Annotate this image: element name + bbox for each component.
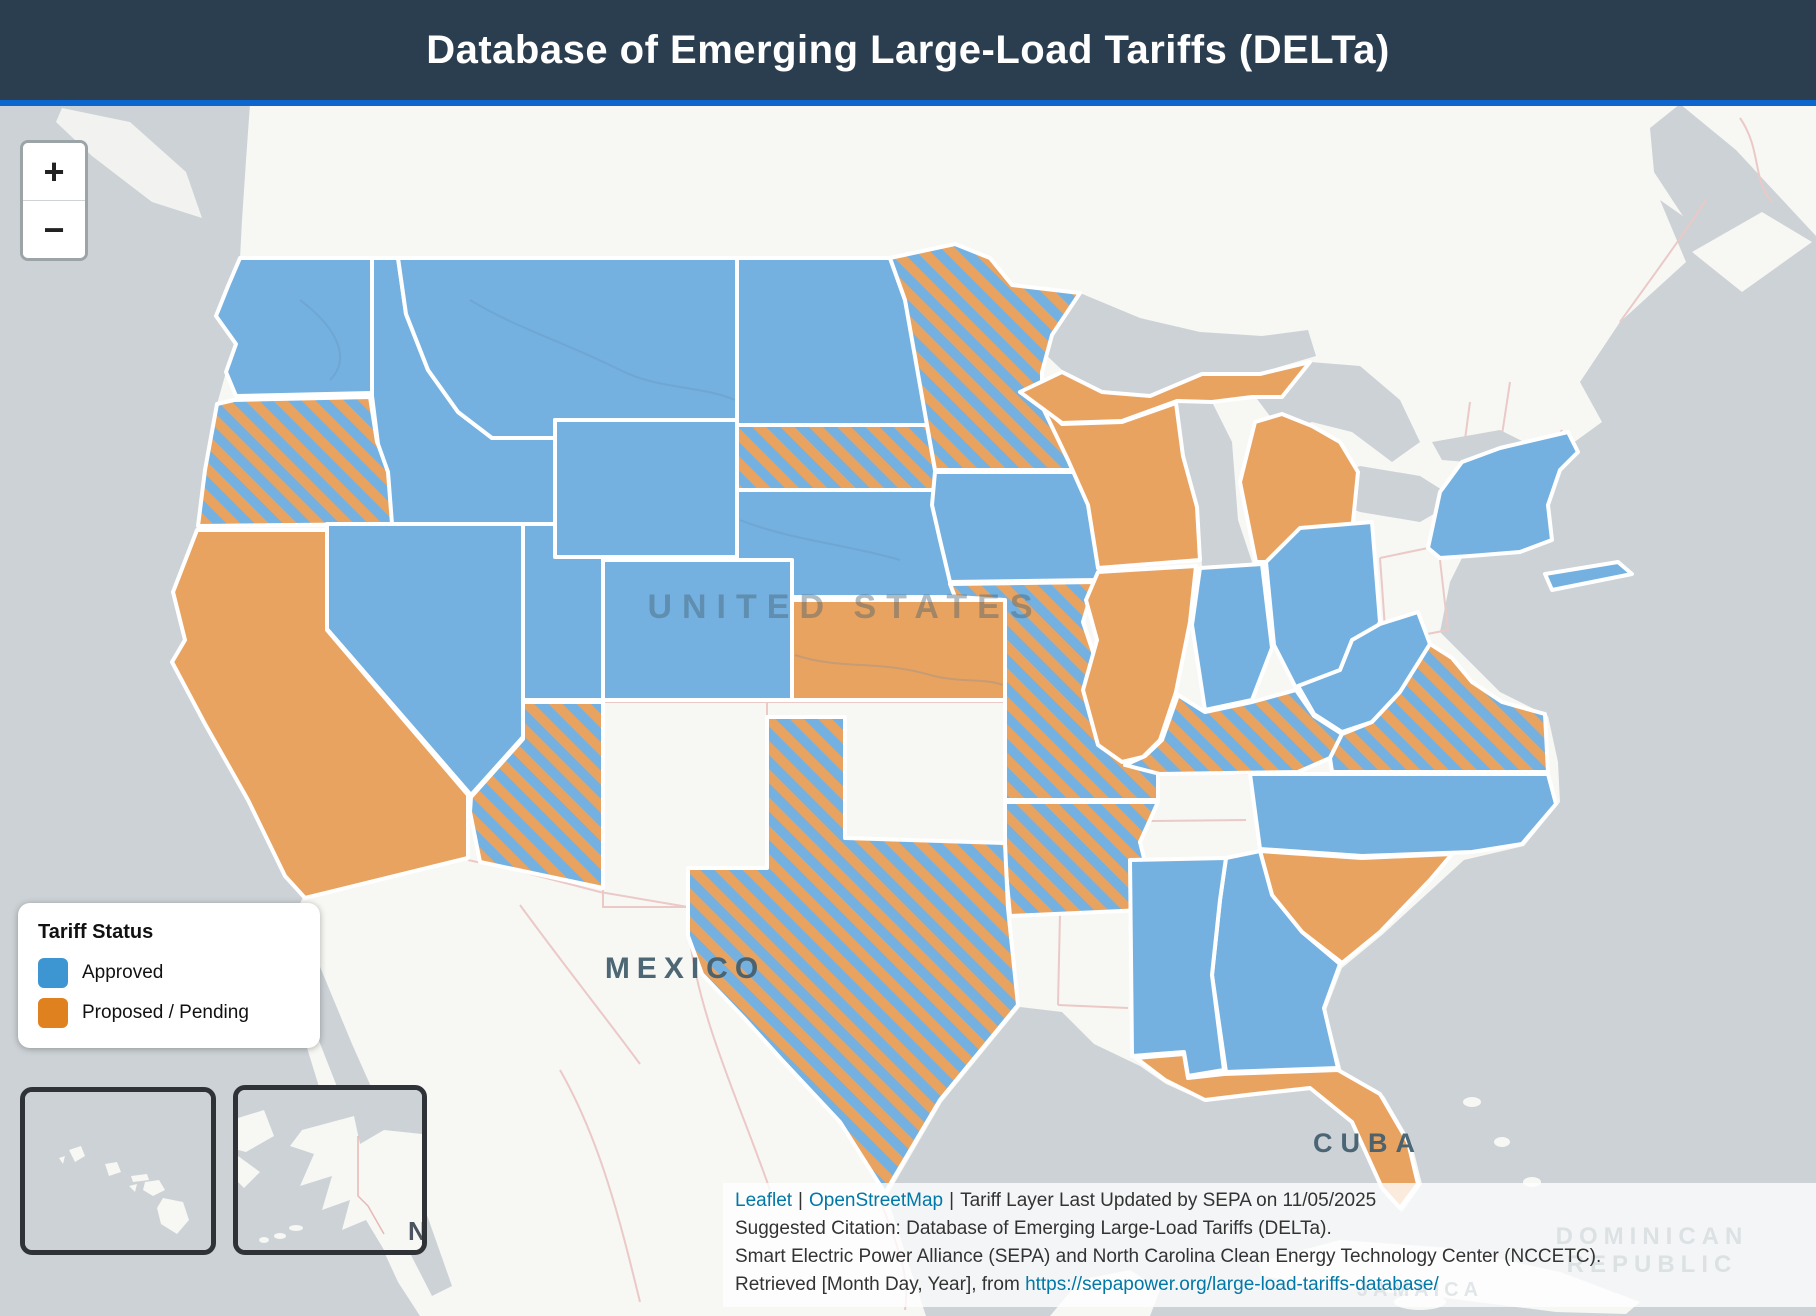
- header-accent-line: [0, 100, 1816, 106]
- state-AZ[interactable]: [468, 700, 605, 890]
- state-AL[interactable]: [1128, 856, 1228, 1078]
- atlantic-gulf-water: [887, 200, 1816, 1316]
- bahamas-island: [1494, 1137, 1510, 1147]
- citation-line-2: Smart Electric Power Alliance (SEPA) and…: [735, 1246, 1602, 1267]
- legend-item-label: Proposed / Pending: [82, 1002, 249, 1023]
- zoom-control: + −: [20, 140, 88, 261]
- state-OR[interactable]: [196, 395, 398, 528]
- alaska-border-line: [357, 1136, 385, 1235]
- vancouver-island: [56, 108, 202, 218]
- alaska-land: [238, 1110, 422, 1250]
- zoom-out-button[interactable]: −: [23, 201, 85, 258]
- great-lakes: [1012, 284, 1532, 577]
- attr-separator: |: [798, 1190, 803, 1211]
- alaska-inset-map[interactable]: N: [233, 1085, 427, 1255]
- openstreetmap-link[interactable]: OpenStreetMap: [808, 1190, 944, 1211]
- state-TX[interactable]: [686, 715, 1020, 1195]
- state-WY[interactable]: [553, 418, 739, 559]
- zoom-in-button[interactable]: +: [23, 143, 85, 200]
- citation-line-1: Suggested Citation: Database of Emerging…: [735, 1218, 1332, 1239]
- retrieved-prefix: Retrieved [Month Day, Year], from: [735, 1274, 1026, 1295]
- state-WA[interactable]: [214, 256, 374, 398]
- state-NC[interactable]: [1248, 772, 1558, 858]
- leaflet-link[interactable]: Leaflet: [735, 1190, 793, 1211]
- database-url-link[interactable]: https://sepapower.org/large-load-tariffs…: [1025, 1274, 1439, 1295]
- app-header: Database of Emerging Large-Load Tariffs …: [0, 0, 1816, 100]
- state-MI[interactable]: [1018, 360, 1312, 425]
- tariff-layer-updated-text: Tariff Layer Last Updated by SEPA on 11/…: [960, 1190, 1377, 1211]
- page-title: Database of Emerging Large-Load Tariffs …: [426, 27, 1390, 72]
- state-VA[interactable]: [1328, 642, 1550, 774]
- legend-item-proposed: Proposed / Pending: [38, 998, 300, 1028]
- mexico-label: MEXICO: [605, 952, 765, 985]
- bahamas-island: [1463, 1097, 1481, 1107]
- hawaii-islands: [59, 1146, 189, 1234]
- legend-item-approved: Approved: [38, 958, 300, 988]
- legend-title: Tariff Status: [38, 921, 154, 943]
- zoom-divider: [23, 200, 85, 201]
- proposed-swatch: [38, 998, 68, 1028]
- approved-swatch: [38, 958, 68, 988]
- state-NY[interactable]: [1426, 430, 1580, 560]
- legend-item-label: Approved: [82, 962, 164, 983]
- state-CO[interactable]: [601, 558, 794, 702]
- gulf-st-lawrence: [1650, 104, 1816, 332]
- state-NY[interactable]: [1543, 560, 1634, 592]
- attr-separator: |: [949, 1190, 955, 1211]
- attribution: Leaflet | OpenStreetMap | Tariff Layer Last …: [723, 1183, 1816, 1307]
- legend-tariff-status: Tariff Status Approved Proposed / Pendin…: [18, 903, 320, 1048]
- inset-label-fragment: N: [408, 1216, 422, 1246]
- nova-scotia: [1692, 212, 1812, 292]
- river-lines: [299, 299, 1004, 686]
- united-states-label: UNITED STATES: [647, 588, 1042, 626]
- cuba-label: CUBA: [1313, 1128, 1423, 1158]
- tariff-states-layer: [170, 242, 1634, 1210]
- hawaii-inset-map[interactable]: [20, 1087, 216, 1255]
